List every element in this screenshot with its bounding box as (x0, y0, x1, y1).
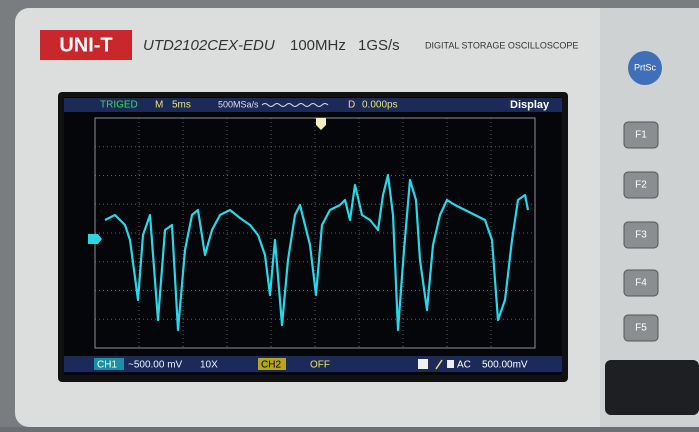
menu-title: Display (510, 99, 550, 111)
coupling: AC (457, 360, 471, 371)
bandwidth: 100MHz (290, 37, 346, 54)
ch1-scale: ~500.00 mV (128, 360, 183, 371)
ch1-label: CH1 (97, 360, 117, 371)
function-button-label: F4 (635, 278, 647, 289)
probe-connector (605, 360, 699, 415)
sample-rate: 1GS/s (358, 37, 400, 54)
delay-label: D (348, 100, 355, 111)
top-bar (64, 98, 562, 112)
function-button-label: F1 (635, 130, 647, 141)
brand: UNI-T (59, 34, 112, 56)
description: DIGITAL STORAGE OSCILLOSCOPE (425, 40, 578, 50)
acquisition: 500MSa/s (218, 99, 259, 109)
ch2-label: CH2 (261, 360, 281, 371)
trigger-source-icon (418, 359, 428, 369)
oscilloscope-photo: UNI-T UTD2102CEX-EDU 100MHz 1GS/s DIGITA… (0, 0, 699, 427)
timebase: 5ms (172, 100, 191, 111)
timebase-label: M (155, 100, 163, 111)
page: UNI-T UTD2102CEX-EDU 100MHz 1GS/s DIGITA… (0, 0, 699, 427)
trigger-status: TRIGED (100, 100, 138, 111)
trigger-level: 500.00mV (482, 360, 528, 371)
function-button-label: F3 (635, 230, 647, 241)
model: UTD2102CEX-EDU (143, 37, 275, 54)
delay: 0.000ps (362, 100, 398, 111)
coupling-icon (447, 360, 454, 368)
function-button-label: F5 (635, 323, 647, 334)
ch1-probe: 10X (200, 360, 218, 371)
ch2-state: OFF (310, 360, 330, 371)
print-button-label: PrtSc (634, 62, 657, 72)
function-button-label: F2 (635, 180, 647, 191)
